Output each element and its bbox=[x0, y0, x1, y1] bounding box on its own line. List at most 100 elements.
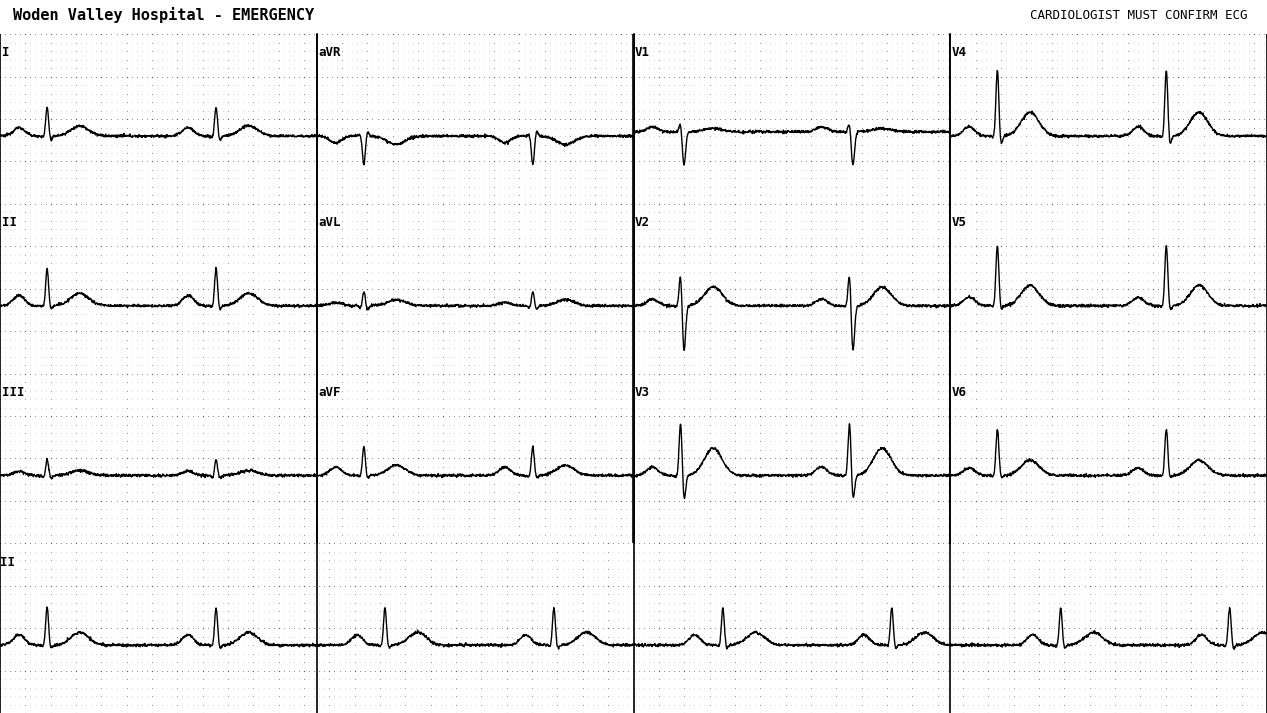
Point bbox=[595, 529, 616, 540]
Point bbox=[370, 605, 390, 617]
Point bbox=[955, 351, 976, 362]
Point bbox=[400, 538, 421, 549]
Point bbox=[1026, 300, 1047, 312]
Point bbox=[611, 46, 631, 57]
Point bbox=[580, 436, 601, 447]
Point bbox=[1021, 368, 1041, 379]
Point bbox=[1158, 190, 1178, 201]
Point bbox=[786, 563, 806, 575]
Point bbox=[623, 257, 644, 269]
Point bbox=[390, 707, 411, 713]
Point bbox=[132, 707, 152, 713]
Point bbox=[694, 402, 715, 414]
Point bbox=[464, 385, 484, 396]
Point bbox=[258, 173, 279, 184]
Point bbox=[1128, 37, 1148, 48]
Point bbox=[836, 173, 856, 184]
Point bbox=[1123, 503, 1143, 515]
Point bbox=[464, 402, 484, 414]
Point bbox=[877, 478, 897, 490]
Point bbox=[106, 419, 127, 430]
Point bbox=[1123, 63, 1143, 74]
Point bbox=[654, 580, 674, 592]
Point bbox=[922, 402, 943, 414]
Point bbox=[294, 546, 314, 558]
Point bbox=[279, 241, 299, 252]
Point bbox=[1199, 512, 1219, 523]
Point bbox=[517, 605, 537, 617]
Point bbox=[770, 588, 791, 600]
Point bbox=[1181, 555, 1201, 566]
Point bbox=[634, 300, 654, 312]
Point bbox=[61, 376, 81, 388]
Point bbox=[96, 292, 117, 303]
Point bbox=[398, 309, 418, 320]
Point bbox=[117, 538, 137, 549]
Point bbox=[228, 487, 248, 498]
Point bbox=[1201, 657, 1221, 668]
Point bbox=[780, 63, 801, 74]
Point bbox=[233, 29, 253, 40]
Point bbox=[786, 622, 806, 634]
Point bbox=[101, 503, 122, 515]
Point bbox=[872, 54, 892, 66]
Point bbox=[433, 368, 454, 379]
Point bbox=[877, 546, 897, 558]
Point bbox=[443, 215, 464, 227]
Point bbox=[1006, 419, 1026, 430]
Point bbox=[821, 232, 841, 244]
Point bbox=[61, 148, 81, 159]
Point bbox=[938, 173, 958, 184]
Point bbox=[801, 690, 821, 702]
Point bbox=[312, 342, 332, 354]
Point bbox=[502, 563, 522, 575]
Point bbox=[51, 436, 71, 447]
Point bbox=[634, 130, 654, 142]
Point bbox=[517, 580, 537, 592]
Point bbox=[372, 257, 393, 269]
Point bbox=[1107, 173, 1128, 184]
Point bbox=[428, 63, 449, 74]
Point bbox=[469, 444, 489, 456]
Point bbox=[182, 181, 203, 193]
Point bbox=[1188, 520, 1209, 532]
Point bbox=[590, 495, 611, 506]
Point bbox=[459, 164, 479, 175]
Point bbox=[147, 351, 167, 362]
Point bbox=[1105, 622, 1125, 634]
Point bbox=[484, 368, 504, 379]
Point bbox=[142, 580, 162, 592]
Point bbox=[991, 46, 1011, 57]
Point bbox=[413, 487, 433, 498]
Point bbox=[1163, 461, 1183, 473]
Point bbox=[892, 79, 912, 91]
Point bbox=[284, 164, 304, 175]
Point bbox=[530, 436, 550, 447]
Point bbox=[1036, 427, 1057, 438]
Point bbox=[443, 520, 464, 532]
Point bbox=[449, 538, 469, 549]
Point bbox=[1092, 105, 1112, 116]
Point bbox=[545, 402, 565, 414]
Point bbox=[367, 478, 388, 490]
Point bbox=[872, 46, 892, 57]
Point bbox=[991, 538, 1011, 549]
Point bbox=[428, 461, 449, 473]
Point bbox=[917, 29, 938, 40]
Point bbox=[454, 156, 474, 168]
Point bbox=[1006, 453, 1026, 464]
Point bbox=[147, 453, 167, 464]
Point bbox=[362, 79, 383, 91]
Point bbox=[1199, 198, 1219, 210]
Point bbox=[606, 334, 626, 345]
Point bbox=[669, 198, 689, 210]
Point bbox=[1016, 503, 1036, 515]
Point bbox=[917, 275, 938, 286]
Point bbox=[91, 207, 111, 218]
Point bbox=[525, 181, 545, 193]
Point bbox=[1234, 325, 1254, 337]
Point bbox=[730, 292, 750, 303]
Point bbox=[398, 198, 418, 210]
Point bbox=[264, 657, 284, 668]
Point bbox=[388, 122, 408, 133]
